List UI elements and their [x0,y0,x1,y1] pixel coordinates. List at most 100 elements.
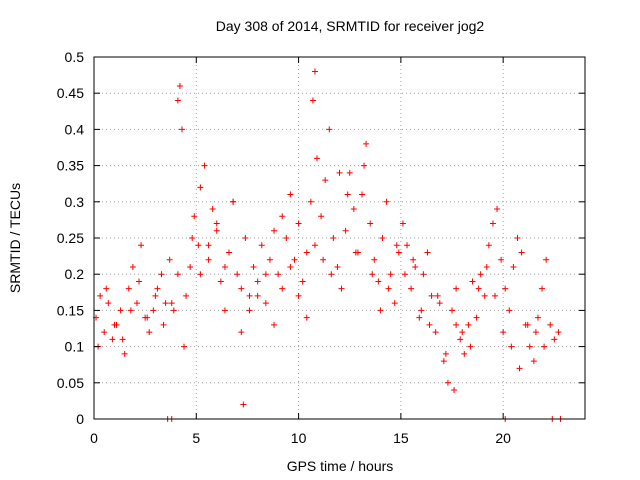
data-point [336,169,343,176]
data-point [129,263,136,270]
data-point [338,285,345,292]
data-point [453,285,460,292]
data-point [428,292,435,299]
data-point [328,271,335,278]
data-point [119,336,126,343]
data-point [451,387,458,394]
data-point [350,206,357,213]
data-point [238,329,245,336]
data-point [510,263,517,270]
data-point [121,350,128,357]
data-point [313,155,320,162]
data-point [483,263,490,270]
data-point [174,271,181,278]
data-points [93,68,564,422]
data-point [133,300,140,307]
data-point [377,307,384,314]
y-tick-label: 0.1 [65,339,85,355]
data-point [262,271,269,278]
data-point [230,198,237,205]
data-point [543,256,550,263]
data-point [197,184,204,191]
data-point [187,263,194,270]
data-point [547,321,554,328]
data-point [303,249,310,256]
y-tick-label: 0.25 [57,230,84,246]
data-point [221,307,228,314]
y-tick-label: 0.05 [57,375,84,391]
data-point [246,292,253,299]
data-point [291,256,298,263]
data-point [201,162,208,169]
data-point [181,343,188,350]
data-point [418,307,425,314]
data-point [359,191,366,198]
data-point [518,249,525,256]
y-axis-label: SRMTID / TECUs [7,183,23,293]
data-point [467,343,474,350]
data-point [489,220,496,227]
data-point [477,271,484,278]
data-point [166,256,173,263]
data-point [322,177,329,184]
data-point [410,256,417,263]
x-tick-label: 20 [495,430,511,446]
data-point [516,365,523,372]
data-point [371,256,378,263]
y-tick-label: 0.5 [65,49,85,65]
data-point [502,285,509,292]
data-point [287,191,294,198]
data-point [176,82,183,89]
data-point [168,300,175,307]
y-tick-label: 0.2 [65,266,85,282]
y-tick-label: 0.45 [57,85,84,101]
data-point [150,307,157,314]
data-point [271,321,278,328]
y-tick-label: 0.35 [57,158,84,174]
data-point [97,292,104,299]
data-point [254,292,261,299]
data-point [326,126,333,133]
data-point [508,343,515,350]
chart-title: Day 308 of 2014, SRMTID for receiver jog… [216,18,485,34]
data-point [465,321,472,328]
data-point [436,300,443,307]
y-tick-label: 0.3 [65,194,85,210]
data-point [307,198,314,205]
data-point [532,329,539,336]
data-point [246,307,253,314]
data-point [344,191,351,198]
data-point [399,220,406,227]
data-point [271,227,278,234]
data-point [369,271,376,278]
data-point [541,343,548,350]
x-tick-label: 10 [291,430,307,446]
data-point [101,329,108,336]
data-point [506,307,513,314]
data-point [178,126,185,133]
data-point [266,256,273,263]
data-point [103,285,110,292]
x-tick-labels: 0 5 10 15 20 [90,430,511,446]
data-point [393,242,400,249]
data-point [105,300,112,307]
x-axis-label: GPS time / hours [287,458,394,474]
data-point [379,235,386,241]
data-point [262,300,269,307]
data-point [530,358,537,365]
data-point [295,220,302,227]
data-point [234,271,241,278]
data-point [534,314,541,321]
data-point [500,329,507,336]
data-point [342,227,349,234]
data-point [136,278,143,285]
y-tick-labels: 0 0.05 0.1 0.15 0.2 0.25 0.3 0.35 0.4 0.45 0.5 [57,49,84,427]
data-point [432,329,439,336]
data-point [473,314,480,321]
data-point [346,169,353,176]
data-point [183,292,190,299]
data-point [127,307,134,314]
data-point [117,307,124,314]
